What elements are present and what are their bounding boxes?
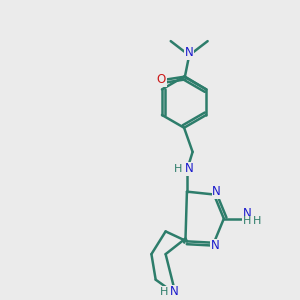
Text: N: N [212, 185, 221, 198]
Text: N: N [211, 239, 220, 252]
Text: H: H [159, 286, 168, 297]
Text: N: N [185, 162, 194, 176]
Text: H: H [174, 164, 182, 174]
Text: N: N [185, 46, 194, 59]
Text: N: N [243, 207, 251, 220]
Text: H: H [253, 217, 262, 226]
Text: O: O [157, 73, 166, 86]
Text: N: N [170, 285, 178, 298]
Text: H: H [243, 217, 251, 226]
